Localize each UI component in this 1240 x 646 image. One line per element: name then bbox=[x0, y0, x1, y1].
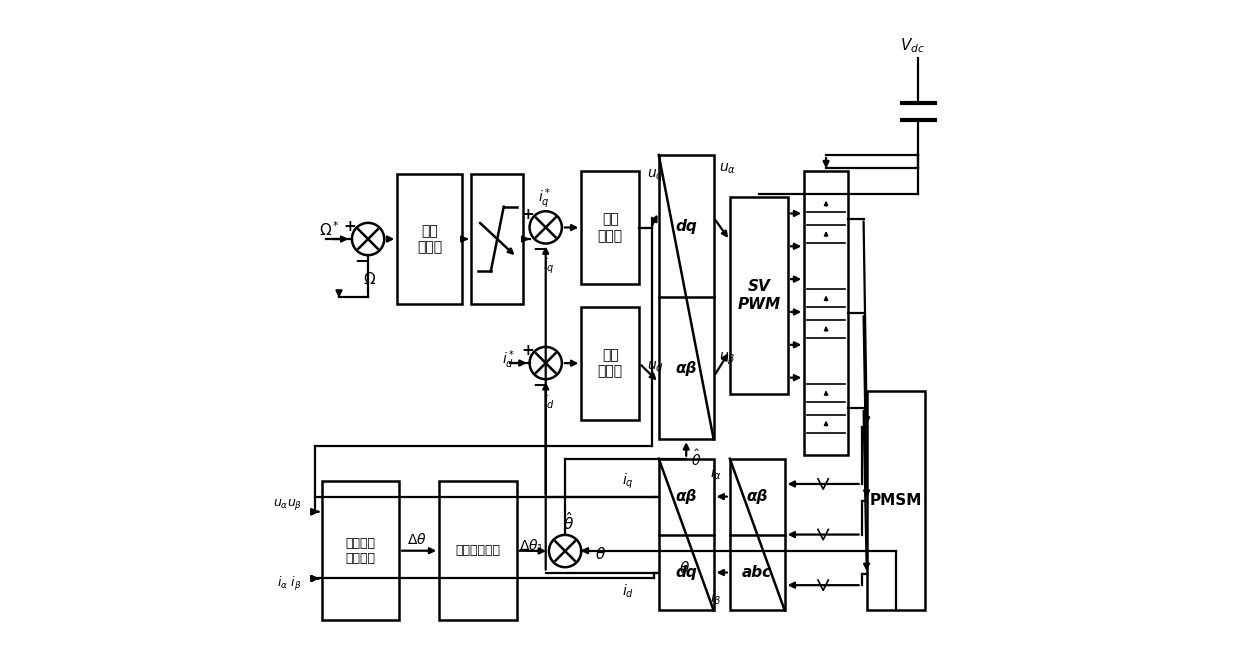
Text: $\Delta\theta$: $\Delta\theta$ bbox=[407, 532, 427, 547]
Text: $\theta$: $\theta$ bbox=[595, 547, 606, 562]
Bar bbox=[658, 155, 714, 439]
Text: $u_\alpha u_\beta$: $u_\alpha u_\beta$ bbox=[273, 497, 303, 512]
Text: αβ: αβ bbox=[746, 489, 768, 504]
Text: $u_d$: $u_d$ bbox=[647, 360, 665, 374]
Text: $\hat{\theta}$: $\hat{\theta}$ bbox=[691, 448, 702, 469]
Text: $i_d$: $i_d$ bbox=[543, 393, 556, 410]
Bar bbox=[582, 171, 640, 284]
Text: dq: dq bbox=[676, 218, 697, 234]
Text: αβ: αβ bbox=[676, 489, 697, 504]
Bar bbox=[730, 197, 787, 394]
Text: dq: dq bbox=[676, 565, 697, 580]
Text: $\Omega$: $\Omega$ bbox=[363, 271, 376, 287]
Circle shape bbox=[352, 223, 384, 255]
Text: 电流
调节器: 电流 调节器 bbox=[598, 213, 622, 243]
Text: 速度
调节器: 速度 调节器 bbox=[417, 224, 441, 254]
Text: αβ: αβ bbox=[676, 360, 697, 376]
Bar bbox=[867, 391, 925, 610]
Text: 角度平滑补偿: 角度平滑补偿 bbox=[455, 544, 501, 557]
Text: $i_q$: $i_q$ bbox=[543, 256, 554, 276]
Bar bbox=[582, 307, 640, 420]
Text: $\theta$: $\theta$ bbox=[680, 561, 691, 576]
Text: 转子位置
偏差计算: 转子位置 偏差计算 bbox=[345, 537, 376, 565]
Text: $u_\alpha$: $u_\alpha$ bbox=[719, 162, 735, 176]
Bar bbox=[804, 171, 848, 455]
Text: PMSM: PMSM bbox=[869, 493, 923, 508]
Text: $i_\beta$: $i_\beta$ bbox=[711, 590, 722, 609]
Bar bbox=[439, 481, 517, 620]
Text: $V_{dc}$: $V_{dc}$ bbox=[899, 36, 925, 54]
Text: $i_d^*$: $i_d^*$ bbox=[502, 349, 515, 371]
Circle shape bbox=[529, 211, 562, 244]
Text: $\Omega^*$: $\Omega^*$ bbox=[319, 220, 340, 238]
Circle shape bbox=[529, 347, 562, 379]
Text: SV
PWM: SV PWM bbox=[738, 279, 780, 312]
Text: $i_\alpha$ $i_\beta$: $i_\alpha$ $i_\beta$ bbox=[278, 575, 303, 592]
Text: $i_q$: $i_q$ bbox=[622, 472, 634, 491]
Text: +: + bbox=[521, 342, 534, 358]
Bar bbox=[397, 174, 461, 304]
Text: $u_\beta$: $u_\beta$ bbox=[719, 350, 735, 367]
Bar bbox=[471, 174, 523, 304]
Text: $\hat{\theta}$: $\hat{\theta}$ bbox=[563, 511, 574, 533]
Text: $i_q^*$: $i_q^*$ bbox=[538, 186, 551, 211]
Bar bbox=[658, 459, 714, 610]
Text: −: − bbox=[532, 239, 546, 257]
Text: +: + bbox=[343, 218, 356, 234]
Text: −: − bbox=[532, 375, 546, 393]
Text: $i_d$: $i_d$ bbox=[621, 583, 634, 599]
Bar bbox=[321, 481, 399, 620]
Text: abc: abc bbox=[743, 565, 773, 580]
Text: $u_q$: $u_q$ bbox=[647, 167, 663, 184]
Text: $\Delta\theta_1$: $\Delta\theta_1$ bbox=[518, 537, 544, 554]
Circle shape bbox=[549, 535, 582, 567]
Text: 电流
调节器: 电流 调节器 bbox=[598, 348, 622, 379]
Text: −: − bbox=[355, 251, 368, 269]
Bar bbox=[730, 459, 785, 610]
Text: +: + bbox=[521, 207, 534, 222]
Text: $i_\alpha$: $i_\alpha$ bbox=[711, 464, 723, 481]
